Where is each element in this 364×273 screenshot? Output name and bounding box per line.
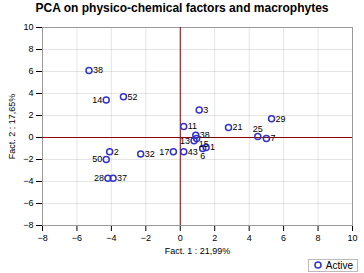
svg-text:13: 13 xyxy=(180,136,190,146)
svg-text:2: 2 xyxy=(28,110,33,120)
svg-text:52: 52 xyxy=(127,92,137,102)
svg-text:−8: −8 xyxy=(37,233,47,243)
svg-text:29: 29 xyxy=(276,114,286,124)
svg-text:10: 10 xyxy=(23,22,33,32)
svg-text:50: 50 xyxy=(92,154,102,164)
svg-text:Fact. 1 : 21,99%: Fact. 1 : 21,99% xyxy=(165,246,231,256)
svg-text:Fact. 2 : 17,65%: Fact. 2 : 17,65% xyxy=(7,94,17,160)
svg-text:2: 2 xyxy=(212,233,217,243)
svg-text:2: 2 xyxy=(114,147,119,157)
svg-text:0: 0 xyxy=(28,132,33,142)
svg-text:6: 6 xyxy=(281,233,286,243)
html-text:PCA on physico-chemical factor: PCA on physico-chemical factors and macr… xyxy=(35,1,329,15)
svg-text:17: 17 xyxy=(159,147,169,157)
svg-text:43: 43 xyxy=(188,147,198,157)
svg-text:7: 7 xyxy=(270,133,275,143)
svg-text:4: 4 xyxy=(28,88,33,98)
svg-text:38: 38 xyxy=(200,130,210,140)
svg-text:6: 6 xyxy=(200,151,205,161)
svg-text:−6: −6 xyxy=(72,233,82,243)
svg-text:21: 21 xyxy=(233,122,243,132)
svg-text:−6: −6 xyxy=(23,198,33,208)
svg-text:6: 6 xyxy=(28,66,33,76)
svg-text:10: 10 xyxy=(347,233,357,243)
svg-text:0: 0 xyxy=(178,233,183,243)
svg-text:8: 8 xyxy=(316,233,321,243)
svg-text:−4: −4 xyxy=(23,176,33,186)
svg-text:28: 28 xyxy=(94,173,104,183)
svg-text:4: 4 xyxy=(247,233,252,243)
svg-text:1: 1 xyxy=(210,142,215,152)
svg-text:−4: −4 xyxy=(106,233,116,243)
svg-text:32: 32 xyxy=(145,149,155,159)
svg-text:38: 38 xyxy=(93,65,103,75)
svg-text:14: 14 xyxy=(92,95,102,105)
svg-text:37: 37 xyxy=(117,173,127,183)
svg-text:−8: −8 xyxy=(23,220,33,230)
html-text:Active: Active xyxy=(325,259,353,271)
svg-text:8: 8 xyxy=(28,44,33,54)
svg-text:−2: −2 xyxy=(23,154,33,164)
svg-text:11: 11 xyxy=(188,121,197,131)
svg-text:25: 25 xyxy=(253,124,263,134)
svg-text:3: 3 xyxy=(203,105,208,115)
svg-text:−2: −2 xyxy=(141,233,151,243)
svg-text:15: 15 xyxy=(199,139,209,149)
